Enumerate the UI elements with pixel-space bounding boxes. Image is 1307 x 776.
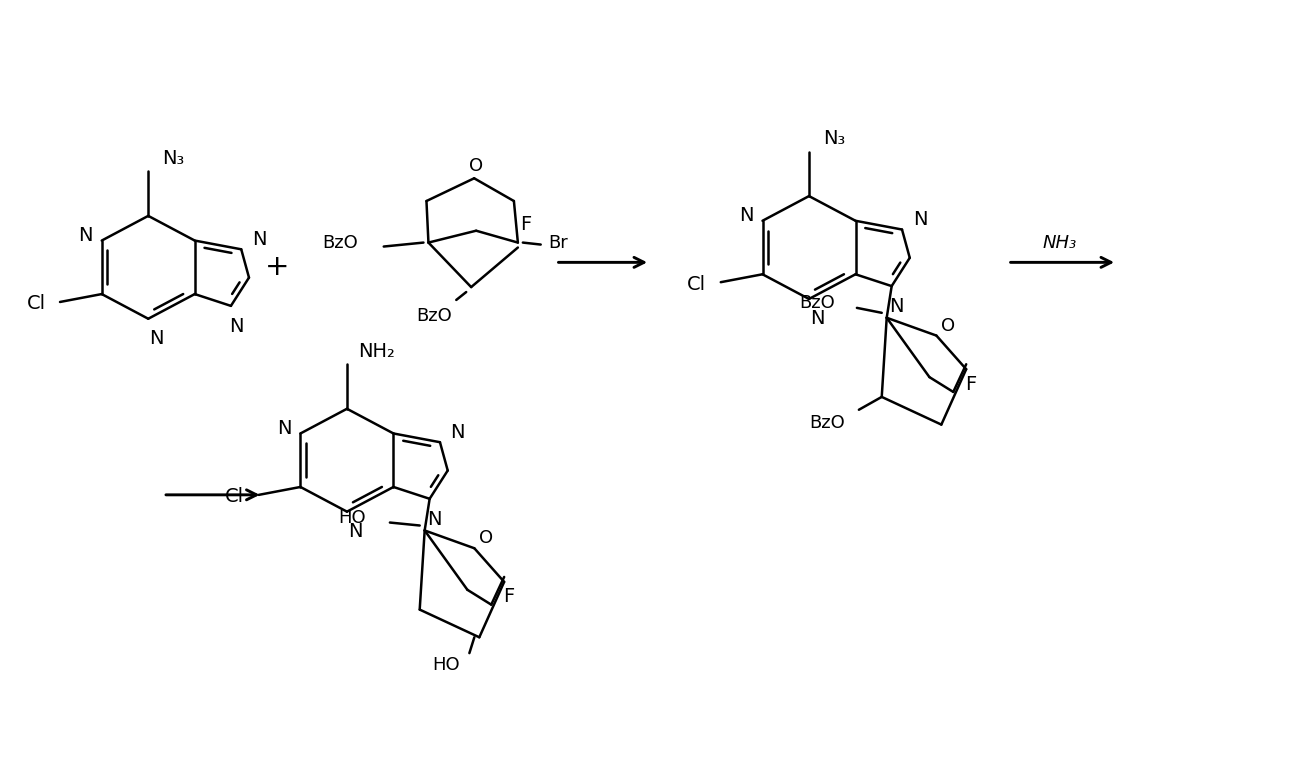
Text: N: N xyxy=(451,423,465,442)
Text: O: O xyxy=(480,529,493,547)
Text: O: O xyxy=(469,158,484,175)
Text: NH₃: NH₃ xyxy=(1042,234,1077,251)
Text: N: N xyxy=(252,230,267,249)
Text: NH₂: NH₂ xyxy=(358,342,395,361)
Text: HO: HO xyxy=(433,656,460,674)
Text: N: N xyxy=(912,210,927,229)
Text: F: F xyxy=(503,587,515,606)
Text: N: N xyxy=(889,297,904,317)
Text: F: F xyxy=(520,215,532,234)
Text: +: + xyxy=(265,253,290,282)
Text: BzO: BzO xyxy=(800,294,835,312)
Text: N: N xyxy=(229,317,243,336)
Text: HO: HO xyxy=(339,508,366,527)
Text: N₃: N₃ xyxy=(822,130,844,148)
Text: N: N xyxy=(810,310,825,328)
Text: Cl: Cl xyxy=(26,294,46,314)
Text: BzO: BzO xyxy=(322,234,358,251)
Text: N: N xyxy=(149,329,163,348)
Text: N: N xyxy=(78,226,93,245)
Text: O: O xyxy=(941,317,955,334)
Text: N: N xyxy=(348,522,362,541)
Text: Cl: Cl xyxy=(225,487,244,507)
Text: N: N xyxy=(277,419,291,438)
Text: Cl: Cl xyxy=(687,275,707,293)
Text: Br: Br xyxy=(549,234,569,251)
Text: N₃: N₃ xyxy=(162,149,184,168)
Text: F: F xyxy=(966,375,976,393)
Text: BzO: BzO xyxy=(809,414,844,431)
Text: BzO: BzO xyxy=(417,307,452,325)
Text: N: N xyxy=(427,510,442,529)
Text: N: N xyxy=(740,206,754,225)
